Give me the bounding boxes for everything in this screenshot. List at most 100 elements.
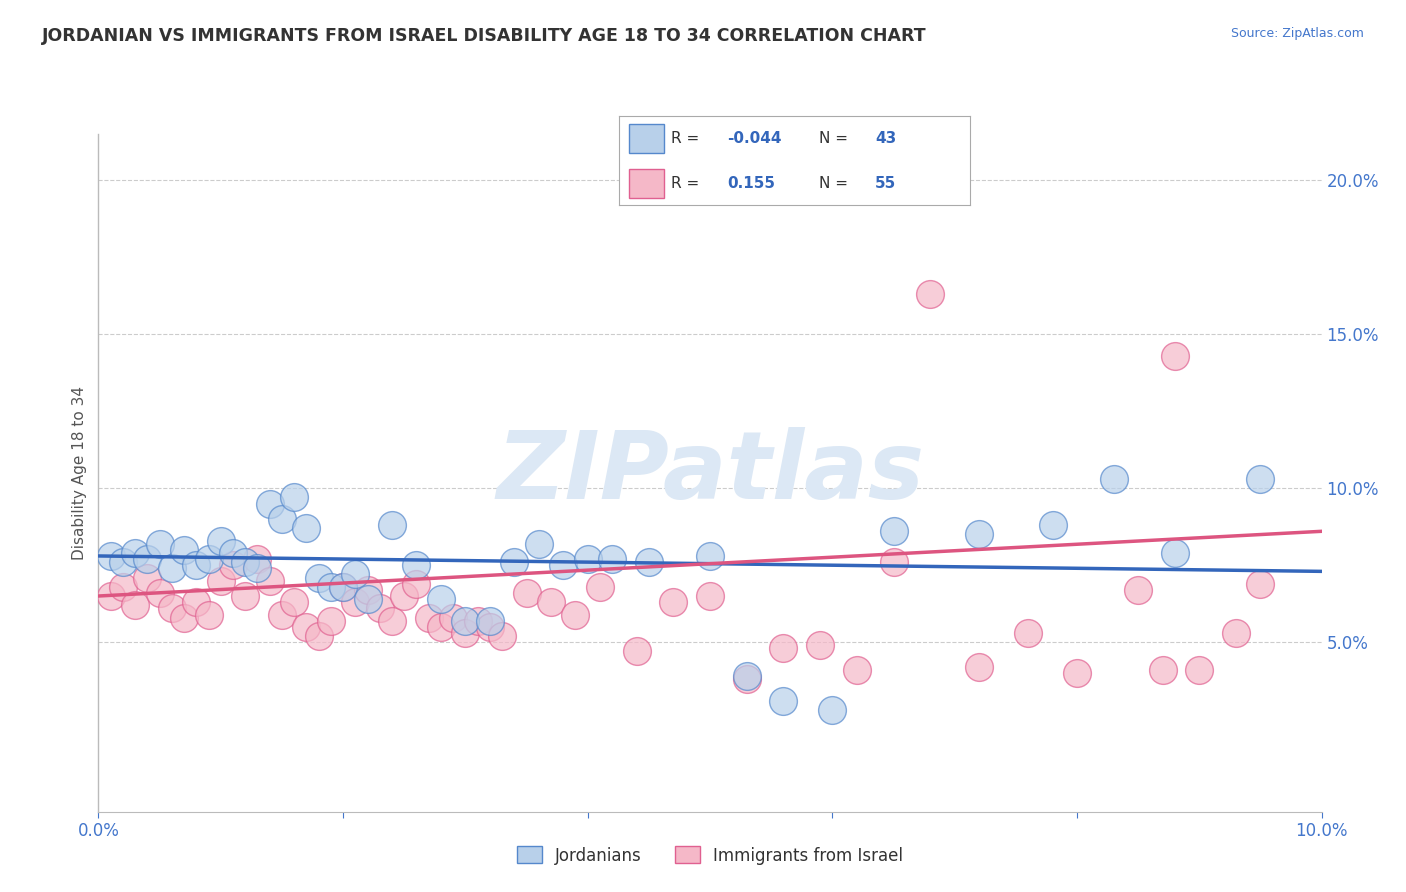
Point [319,580,342,594]
Point [821,703,844,717]
Point [1017,626,1039,640]
Point [845,663,868,677]
Point [772,694,794,708]
Point [699,549,721,563]
Point [1152,663,1174,677]
Point [1164,546,1187,560]
Point [589,580,612,594]
Point [332,580,354,594]
Point [467,614,489,628]
Point [920,287,942,301]
Point [270,607,292,622]
Point [124,599,146,613]
Point [430,620,453,634]
Point [209,574,232,588]
Point [283,491,305,505]
Point [454,626,477,640]
Point [283,595,305,609]
Point [637,555,661,569]
Point [368,601,391,615]
Point [186,558,208,573]
Point [1042,518,1064,533]
Text: 55: 55 [875,176,897,191]
Point [356,582,378,597]
Point [136,570,159,584]
Point [1128,582,1150,597]
Point [149,536,172,550]
Point [270,512,292,526]
Point [540,595,562,609]
Bar [630,169,664,198]
Point [332,580,354,594]
Point [564,607,586,622]
Point [100,549,122,563]
Text: -0.044: -0.044 [728,131,782,146]
Point [381,614,404,628]
Point [883,555,905,569]
Point [111,580,134,594]
Point [149,586,172,600]
Text: JORDANIAN VS IMMIGRANTS FROM ISRAEL DISABILITY AGE 18 TO 34 CORRELATION CHART: JORDANIAN VS IMMIGRANTS FROM ISRAEL DISA… [42,27,927,45]
Point [1066,666,1088,681]
Text: 43: 43 [875,131,897,146]
Text: Source: ZipAtlas.com: Source: ZipAtlas.com [1230,27,1364,40]
Point [491,629,513,643]
Text: N =: N = [818,131,853,146]
Point [516,586,538,600]
Point [527,536,550,550]
Point [222,546,245,560]
Point [124,546,146,560]
Point [259,497,281,511]
Point [100,589,122,603]
Point [197,552,219,566]
Point [186,595,208,609]
Point [259,574,281,588]
Point [344,567,367,582]
Legend: Jordanians, Immigrants from Israel: Jordanians, Immigrants from Israel [510,839,910,871]
Point [209,533,232,548]
Point [503,555,526,569]
Point [478,620,501,634]
Point [735,669,758,683]
Point [295,620,318,634]
Point [381,518,404,533]
Point [1249,472,1271,486]
Point [405,576,427,591]
Point [111,555,134,569]
Text: 0.155: 0.155 [728,176,776,191]
Point [222,558,245,573]
Point [1225,626,1247,640]
Point [392,589,416,603]
Point [160,561,183,575]
Point [1102,472,1125,486]
Point [626,644,648,658]
Point [160,601,183,615]
Point [1164,349,1187,363]
Point [883,524,905,539]
Y-axis label: Disability Age 18 to 34: Disability Age 18 to 34 [72,385,87,560]
Point [233,555,256,569]
Point [662,595,685,609]
Point [136,552,159,566]
Point [246,552,269,566]
Point [308,629,330,643]
Point [699,589,721,603]
Point [405,558,427,573]
Point [576,552,599,566]
Point [553,558,575,573]
Point [967,660,990,674]
Point [295,521,318,535]
Point [308,570,330,584]
Point [808,638,831,652]
Bar [630,124,664,153]
Point [246,561,269,575]
Point [173,542,195,557]
Text: ZIPatlas: ZIPatlas [496,426,924,519]
Point [454,614,477,628]
Point [441,610,464,624]
Point [356,592,378,607]
Point [173,610,195,624]
Text: N =: N = [818,176,853,191]
Point [1249,576,1271,591]
Point [735,672,758,686]
